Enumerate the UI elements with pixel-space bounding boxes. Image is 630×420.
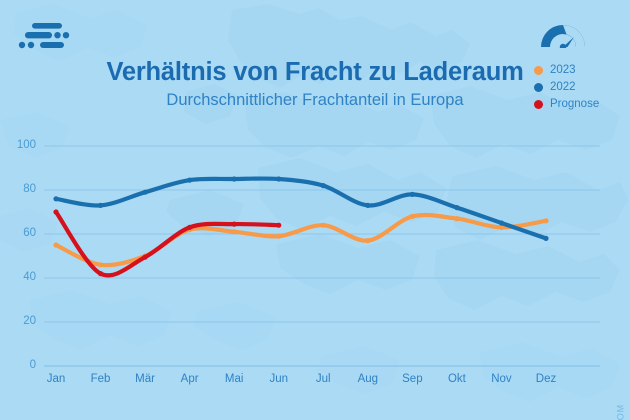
data-point[interactable] [498, 224, 505, 230]
x-axis-tick-label: Apr [180, 373, 199, 385]
data-point[interactable] [97, 202, 104, 208]
data-point[interactable] [53, 242, 59, 248]
y-axis-tick-label: 20 [23, 315, 36, 327]
x-axis-tick-label: Dez [535, 373, 557, 385]
legend-item-2023[interactable]: 2023 [534, 63, 612, 79]
data-point[interactable] [409, 191, 415, 197]
data-point[interactable] [543, 218, 549, 224]
x-axis-tick-label: Sep [402, 373, 423, 385]
legend-swatch-prognose [534, 100, 543, 110]
x-axis-tick-label: Okt [447, 373, 466, 385]
gauge-icon [541, 25, 585, 51]
legend-label-2022: 2022 [550, 81, 576, 93]
data-point[interactable] [231, 221, 237, 227]
y-axis-tick-label: 100 [16, 139, 36, 151]
x-axis-tick-label: Nov [491, 373, 512, 385]
legend-item-2022[interactable]: 2022 [534, 80, 612, 96]
data-point[interactable] [276, 222, 282, 228]
x-axis-tick-label: Mär [135, 373, 155, 385]
line-chart [44, 145, 600, 367]
data-point[interactable] [97, 262, 104, 268]
data-point[interactable] [53, 209, 59, 215]
data-point[interactable] [365, 202, 371, 208]
y-axis-tick-label: 60 [23, 227, 36, 239]
x-axis-tick-label: Jul [315, 373, 331, 385]
data-point[interactable] [187, 177, 193, 183]
copyright-watermark: © TIMOCOM [616, 404, 626, 420]
x-axis-tick-label: Jan [46, 373, 66, 385]
chart-plot-area: 0 20 40 60 80 100 Jan Feb Mär Apr Mai Jun Jul Aug Sep… [0, 130, 630, 390]
data-point[interactable] [454, 205, 460, 211]
x-axis-tick-label: Mai [224, 373, 244, 385]
data-point[interactable] [276, 233, 282, 239]
data-point[interactable] [276, 176, 282, 182]
data-point[interactable] [409, 213, 415, 219]
series-prognose [53, 209, 282, 278]
data-point[interactable] [187, 224, 193, 230]
data-point[interactable] [231, 229, 237, 235]
data-point[interactable] [53, 196, 59, 202]
y-axis-tick-label: 40 [23, 271, 36, 283]
y-axis-tick-label: 0 [29, 359, 36, 371]
data-point[interactable] [142, 189, 148, 195]
x-axis-tick-label: Aug [357, 373, 379, 385]
series-line [53, 176, 549, 241]
data-point[interactable] [142, 254, 148, 260]
legend-swatch-2023 [534, 66, 543, 76]
data-point[interactable] [365, 238, 371, 244]
page-subtitle: Durchschnittlicher Frachtanteil in Europ… [166, 91, 464, 109]
page-title: Verhältnis von Fracht zu Laderaum [106, 58, 524, 86]
data-point[interactable] [97, 271, 104, 277]
x-axis-tick-label: Feb [90, 373, 111, 385]
data-point[interactable] [454, 216, 460, 222]
legend-swatch-2022 [534, 83, 543, 93]
data-point[interactable] [320, 222, 326, 228]
series-2023 [53, 212, 549, 268]
data-point[interactable] [320, 183, 326, 189]
timocom-bars-logo-icon [18, 23, 70, 49]
x-axis-tick-label: Jun [269, 373, 288, 385]
data-point[interactable] [231, 176, 237, 182]
series-line [53, 212, 549, 268]
y-axis-tick-label: 80 [23, 183, 36, 195]
data-point[interactable] [498, 220, 505, 226]
legend-item-prognose[interactable]: Prognose [534, 97, 612, 113]
legend-label-prognose: Prognose [550, 98, 600, 110]
data-point[interactable] [543, 235, 549, 241]
legend-label-2023: 2023 [550, 64, 576, 76]
series-line [53, 209, 281, 278]
legend: 2023 2022 Prognose [534, 22, 612, 114]
series-2022 [53, 176, 549, 241]
